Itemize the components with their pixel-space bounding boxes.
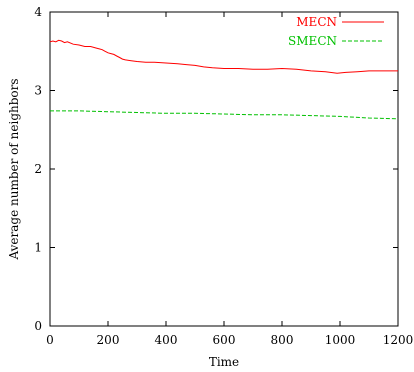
legend: MECN SMECN [288,15,384,48]
x-tick-label: 600 [213,333,236,347]
x-axis-label: Time [209,355,239,369]
legend-label-smecn: SMECN [288,34,337,48]
series-line-smecn [50,110,399,120]
y-axis-label: Average number of neighbors [7,78,21,260]
y-tick-label: 4 [34,5,42,19]
x-tick-label: 800 [271,333,294,347]
x-tick-label: 1000 [325,333,356,347]
x-tick-label: 0 [46,333,54,347]
y-tick-label: 1 [34,241,42,255]
x-axis: 0 200 400 600 800 1000 1200 [46,12,413,347]
plot-frame [49,11,399,327]
x-tick-label: 400 [155,333,178,347]
series-layer [49,39,399,120]
x-tick-label: 1200 [383,333,414,347]
legend-label-mecn: MECN [296,15,337,29]
x-tick-label: 200 [97,333,120,347]
y-tick-label: 3 [34,84,42,98]
y-tick-label: 2 [34,162,42,176]
y-axis: 0 1 2 3 4 [34,5,398,333]
series-line-mecn [49,39,398,74]
y-tick-label: 0 [34,319,42,333]
